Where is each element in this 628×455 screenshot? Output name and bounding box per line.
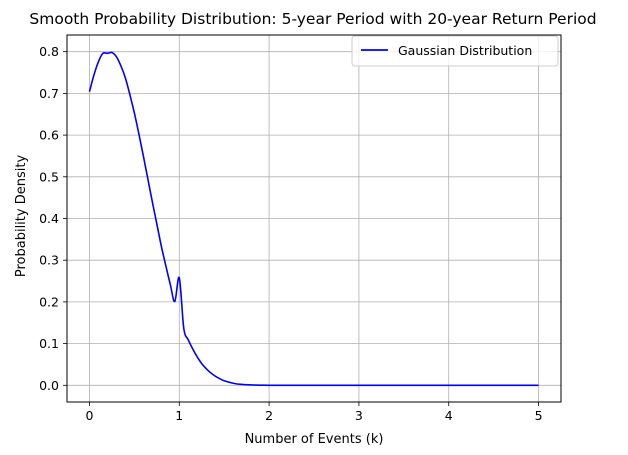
y-tick-label: 0.8: [39, 44, 59, 59]
y-tick-label: 0.1: [39, 336, 59, 351]
x-axis: 0 1 2 3 4 5: [85, 402, 543, 423]
x-tick-label: 1: [175, 408, 183, 423]
x-tick-label: 5: [535, 408, 543, 423]
x-tick-label: 4: [445, 408, 453, 423]
x-tick-label: 0: [85, 408, 93, 423]
y-tick-label: 0.5: [39, 169, 59, 184]
y-tick-label: 0.0: [39, 378, 59, 393]
y-axis: 0.0 0.1 0.2 0.3 0.4 0.5 0.6 0.7 0.8: [39, 44, 67, 393]
x-tick-label: 3: [355, 408, 363, 423]
x-axis-label: Number of Events (k): [245, 432, 384, 447]
y-tick-label: 0.3: [39, 253, 59, 268]
legend: Gaussian Distribution: [351, 35, 559, 67]
grid: [67, 35, 561, 402]
y-tick-label: 0.6: [39, 128, 59, 143]
series-layer: [88, 51, 539, 387]
y-tick-label: 0.4: [39, 211, 59, 226]
legend-label: Gaussian Distribution: [398, 43, 532, 58]
y-tick-label: 0.7: [39, 86, 59, 101]
legend-box: [351, 35, 559, 67]
series-line-gaussian-distribution: [88, 51, 539, 387]
y-tick-label: 0.2: [39, 294, 59, 309]
x-tick-label: 2: [265, 408, 273, 423]
y-axis-label: Probability Density: [14, 155, 29, 278]
chart-title: Smooth Probability Distribution: 5-year …: [29, 10, 596, 28]
